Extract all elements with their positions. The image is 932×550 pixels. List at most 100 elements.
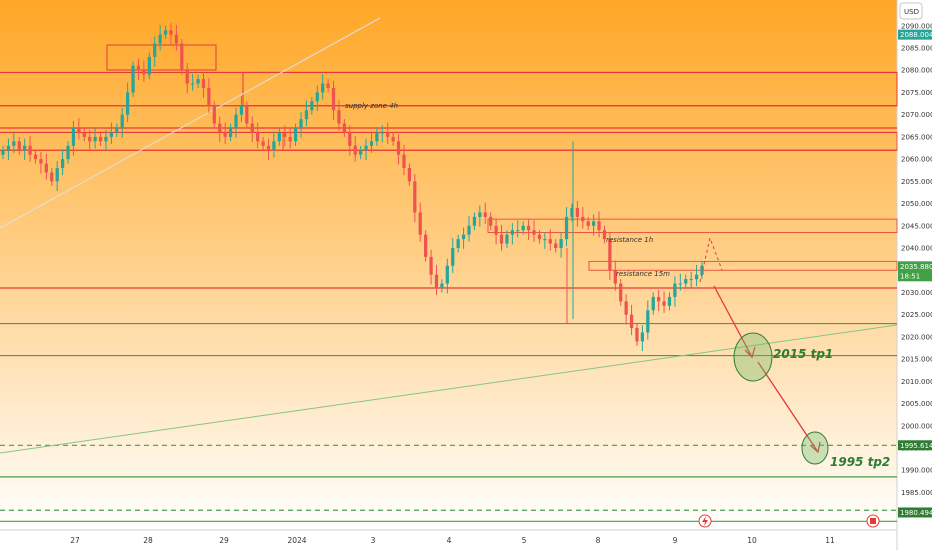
candle-body — [483, 212, 487, 217]
x-tick-label: 29 — [219, 536, 229, 545]
candle-body — [239, 105, 244, 115]
candle-body — [310, 101, 314, 111]
x-tick-label: 4 — [447, 536, 452, 545]
candle-body — [375, 132, 379, 142]
candle-body — [66, 145, 70, 160]
candle-body — [28, 145, 32, 155]
x-tick-label: 28 — [143, 536, 153, 545]
candle-body — [33, 154, 38, 160]
y-tick-label: 2025.000 — [901, 311, 932, 319]
candle-body — [93, 136, 97, 142]
price-badge-time: 18:51 — [900, 272, 920, 280]
candle-body — [510, 230, 514, 235]
price-badge-label: 1980.494 — [900, 509, 932, 517]
candle-body — [667, 296, 672, 306]
x-tick-label: 9 — [673, 536, 678, 545]
candle-body — [142, 70, 146, 75]
candle-body — [331, 88, 336, 111]
tp1-circle — [733, 332, 773, 382]
candle-body — [608, 239, 612, 271]
candle-body — [418, 212, 422, 235]
candle-body — [180, 43, 184, 71]
candle-body — [689, 279, 693, 281]
candle-body — [359, 150, 363, 155]
candle-body — [104, 136, 108, 142]
candle-body — [82, 132, 86, 137]
candle-body — [499, 234, 504, 244]
candle-body — [169, 30, 173, 35]
candle-body — [299, 119, 303, 128]
candle-body — [494, 225, 498, 235]
candle-body — [662, 301, 666, 306]
zones-layer — [106, 44, 898, 271]
y-axis: 2090.000 2085.000 2080.000 2075.000 2070.000… — [898, 22, 932, 519]
candle-body — [380, 132, 384, 134]
candle-body — [174, 34, 179, 44]
candle-body — [1, 150, 5, 155]
y-tick-label: 2070.000 — [901, 111, 932, 119]
y-tick-label: 1985.000 — [901, 489, 932, 497]
candle-body — [424, 234, 428, 257]
candle-body — [136, 65, 141, 71]
y-tick-label: 2080.000 — [901, 67, 932, 75]
candle-body — [548, 239, 552, 244]
candle-body — [651, 296, 655, 311]
resistance-15m-label: resistance 15m — [616, 270, 670, 278]
event-flag-icon[interactable] — [866, 514, 880, 528]
candle-body — [369, 141, 374, 146]
candle-body — [185, 70, 189, 84]
candle-body — [60, 159, 65, 168]
candle-body — [624, 301, 628, 315]
y-tick-label: 1990.000 — [901, 467, 932, 475]
tp2-label: 1995 tp2 — [830, 455, 890, 469]
candle-body — [98, 136, 103, 142]
candle-body — [472, 216, 477, 226]
x-tick-label: 3 — [371, 536, 376, 545]
currency-button[interactable]: USD — [899, 2, 923, 20]
candle-body — [191, 83, 195, 85]
lower-trendline — [0, 324, 898, 454]
candle-body — [678, 283, 682, 285]
candle-body — [516, 230, 520, 232]
candle-body — [163, 30, 168, 35]
candle-body — [342, 123, 346, 133]
candle-body — [592, 221, 596, 226]
candle-body — [321, 83, 325, 93]
lightning-icon[interactable] — [698, 514, 712, 528]
y-tick-label: 2000.000 — [901, 422, 932, 430]
y-tick-label: 2090.000 — [901, 22, 932, 30]
candles-layer — [1, 23, 704, 352]
tp2-circle — [801, 431, 829, 465]
candle-body — [521, 225, 525, 231]
candle-body — [629, 314, 634, 328]
resistance-1h-box — [487, 218, 898, 233]
candle-body — [23, 145, 27, 151]
candle-body — [88, 136, 92, 142]
candle-body — [250, 123, 254, 133]
candle-body — [196, 79, 200, 84]
candle-body — [315, 92, 319, 102]
candle-body — [440, 283, 444, 288]
candle-body — [109, 132, 113, 137]
projection-arrow-1 — [713, 285, 753, 358]
x-tick-label: 10 — [747, 536, 757, 545]
candle-body — [228, 128, 233, 137]
y-tick-label: 2040.000 — [901, 245, 932, 253]
candle-body — [283, 132, 287, 137]
candle-body — [218, 123, 222, 133]
candle-body — [266, 145, 271, 151]
candle-body — [348, 132, 352, 146]
candle-body — [256, 132, 260, 142]
candle-body — [657, 296, 661, 302]
candle-body — [570, 208, 574, 217]
supply-zone-label: supply zone 4h — [345, 102, 398, 110]
candle-body — [586, 221, 590, 226]
candle-body — [700, 265, 704, 275]
candle-body — [386, 132, 390, 137]
candle-body — [445, 265, 449, 284]
candle-body — [451, 248, 455, 266]
candle-body — [619, 283, 623, 302]
candle-body — [337, 110, 341, 124]
